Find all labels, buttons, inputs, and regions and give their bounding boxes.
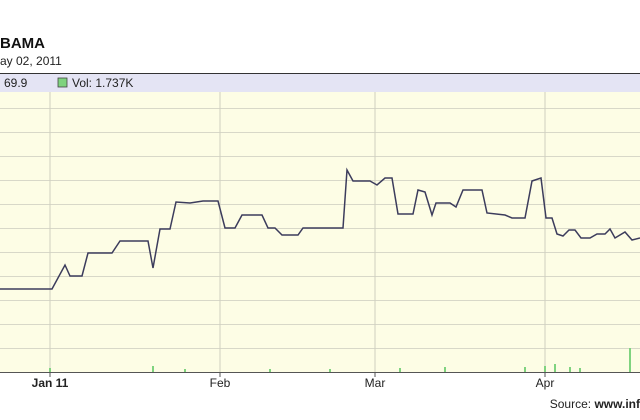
volume-bar — [49, 368, 51, 372]
volume-bar — [579, 368, 581, 372]
volume-bar — [544, 366, 546, 372]
source-site: www.inf — [593, 397, 640, 411]
volume-bar — [524, 367, 526, 372]
price-line — [0, 167, 640, 290]
x-tick-label: Jan 11 — [32, 376, 69, 390]
x-tick-label: Mar — [365, 376, 386, 390]
volume-bar — [152, 366, 154, 372]
x-tick-label: Feb — [210, 376, 231, 390]
volume-bar — [269, 369, 271, 372]
chart-title: BAMA — [0, 35, 45, 52]
source-prefix: Source: — [550, 397, 595, 411]
legend-swatch — [57, 77, 68, 88]
volume-bar — [399, 368, 401, 372]
volume-bar — [444, 367, 446, 372]
legend-label: 69.9 — [4, 76, 28, 90]
legend-label: Vol: 1.737K — [72, 76, 133, 90]
volume-bar — [184, 369, 186, 372]
volume-bar — [569, 367, 571, 372]
source: Source: www.inf — [550, 397, 640, 411]
legend-band — [0, 74, 640, 92]
chart-subtitle: ay 02, 2011 — [0, 54, 62, 68]
plot-area — [0, 92, 640, 372]
volume-bar — [629, 348, 631, 372]
volume-bar — [329, 369, 331, 372]
volume-bar — [554, 364, 556, 372]
x-tick-label: Apr — [536, 376, 555, 390]
